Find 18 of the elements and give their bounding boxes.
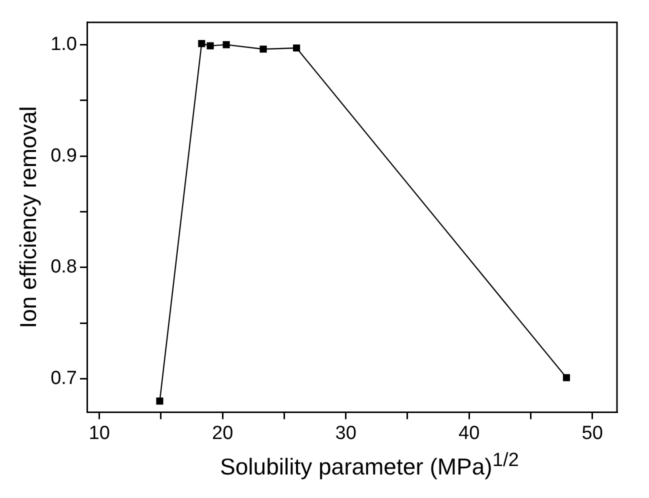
point (198, 40, 206, 48)
x-tick-label: 50 (582, 422, 603, 444)
point (222, 41, 230, 48)
y-tick-label: 0.7 (50, 368, 78, 390)
x-tick-label: 30 (335, 422, 356, 444)
x-axis-title: Solubility parameter (MPa)$^{1/2}$ (219, 450, 520, 481)
point (156, 398, 164, 405)
point (206, 42, 214, 50)
point (562, 374, 570, 382)
y-axis-title: Ion efficiency removal (15, 106, 42, 328)
x-tick-label: 10 (88, 422, 110, 444)
point (293, 44, 300, 52)
x-tick-label: 20 (212, 422, 234, 444)
y-tick-label: 1.0 (50, 34, 78, 55)
x-tick-label: 40 (458, 422, 480, 444)
y-tick-label: 0.8 (50, 256, 78, 278)
y-tick-label: 0.9 (50, 145, 78, 166)
point (260, 46, 267, 53)
